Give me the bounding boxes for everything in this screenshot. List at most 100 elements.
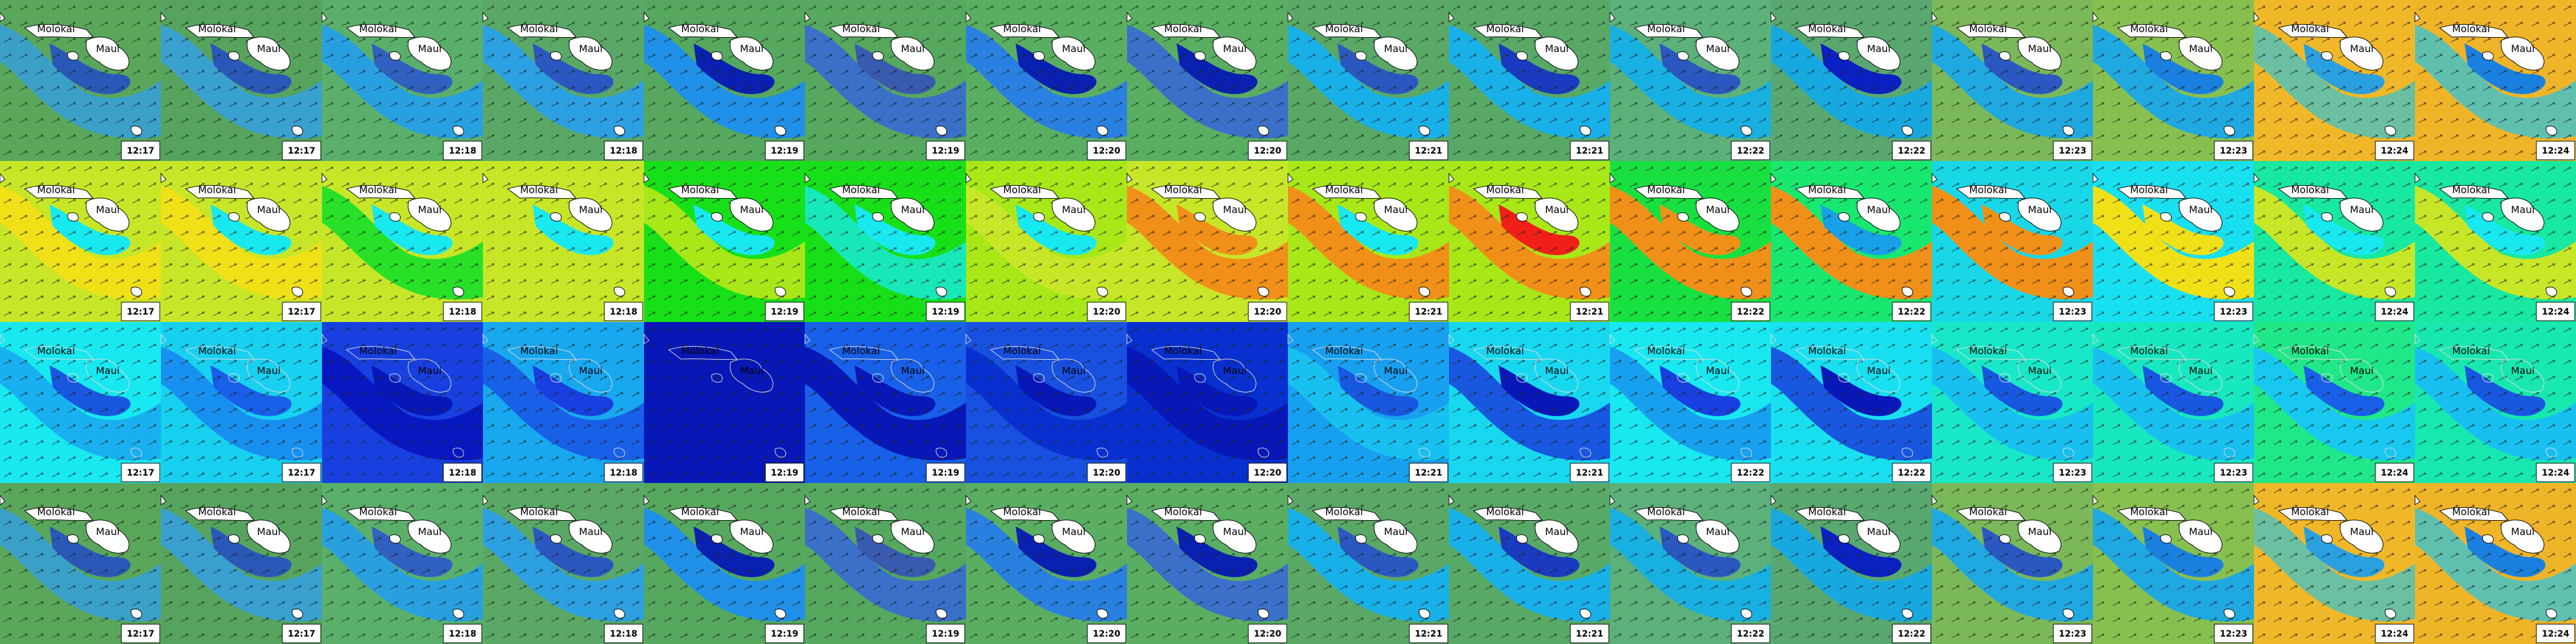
wind-arrows: [1932, 161, 2093, 322]
wind-arrows: [0, 322, 161, 483]
island-shape: [872, 51, 884, 61]
island-shape: [407, 520, 451, 554]
island-shape: [1097, 608, 1108, 619]
island-shape: [890, 520, 934, 554]
time-label: 12:23: [2220, 629, 2248, 639]
island-label: Molokai: [1808, 184, 1846, 196]
time-label: 12:19: [932, 629, 960, 639]
wind-arrows: [1288, 161, 1449, 322]
island-shape: [2253, 172, 2260, 183]
island-shape: [1051, 198, 1095, 232]
time-label: 12:20: [1093, 146, 1121, 156]
time-label: 12:21: [1576, 307, 1604, 317]
map-tile: Molokai Maui 12:22: [1770, 322, 1932, 483]
island-shape: [321, 11, 328, 22]
island-label: Maui: [2028, 43, 2052, 54]
island-shape: [1838, 212, 1850, 222]
island-label: Molokai: [1647, 345, 1685, 357]
island-shape: [668, 346, 738, 360]
island-shape: [1795, 24, 1865, 38]
island-shape: [2253, 494, 2260, 505]
island-shape: [1695, 359, 1739, 393]
island-shape: [1258, 286, 1269, 297]
map-tile: Molokai Maui 12:18: [321, 0, 483, 161]
island-shape: [829, 24, 899, 38]
time-box: [1087, 463, 1126, 482]
time-label: 12:21: [1576, 146, 1604, 156]
island-shape: [1770, 11, 1777, 22]
island-label: Molokai: [1808, 23, 1846, 35]
time-box: [2053, 141, 2092, 160]
island-label: Maui: [257, 43, 281, 54]
island-shape: [185, 185, 255, 199]
time-label: 12:22: [1898, 307, 1926, 317]
island-shape: [160, 11, 167, 22]
island-shape: [1741, 125, 1752, 136]
island-shape: [1741, 608, 1752, 619]
island-shape: [2017, 198, 2061, 232]
island-shape: [2321, 212, 2333, 222]
wind-arrows: [483, 322, 644, 483]
island-shape: [2339, 37, 2383, 71]
wind-arrows: [1288, 483, 1449, 644]
wind-arrows: [2093, 483, 2254, 644]
island-shape: [890, 359, 934, 393]
island-shape: [1258, 608, 1269, 619]
island-shape: [1609, 172, 1616, 183]
island-label: Maui: [2189, 43, 2213, 54]
wind-arrows: [2254, 161, 2415, 322]
island-shape: [2160, 212, 2172, 222]
island-shape: [990, 24, 1060, 38]
map-tile: Molokai Maui 12:19: [804, 322, 966, 483]
island-shape: [2178, 520, 2222, 554]
island-label: Maui: [740, 365, 764, 376]
island-shape: [228, 51, 240, 61]
wind-arrows: [1449, 161, 1610, 322]
time-box: [2214, 624, 2253, 643]
island-label: Maui: [901, 43, 925, 54]
island-shape: [346, 185, 416, 199]
time-box: [1731, 463, 1770, 482]
map-tile: Molokai Maui 12:24: [2414, 483, 2576, 644]
island-shape: [1902, 125, 1913, 136]
island-shape: [389, 373, 401, 383]
island-shape: [2092, 494, 2099, 505]
island-label: Molokai: [359, 184, 397, 196]
island-shape: [2439, 507, 2509, 521]
island-label: Maui: [2028, 365, 2052, 376]
time-label: 12:19: [771, 146, 799, 156]
time-label: 12:21: [1415, 468, 1443, 478]
island-shape: [2178, 37, 2222, 71]
island-shape: [804, 333, 811, 344]
island-shape: [160, 333, 167, 344]
wind-arrows: [322, 322, 483, 483]
island-label: Molokai: [2452, 184, 2490, 196]
island-label: Molokai: [2291, 23, 2329, 35]
map-tile: Molokai Maui 12:21: [1448, 161, 1610, 322]
time-label: 12:22: [1737, 307, 1765, 317]
time-box: [765, 141, 804, 160]
island-shape: [936, 286, 947, 297]
map-tile: Molokai Maui 12:18: [321, 161, 483, 322]
time-label: 12:19: [771, 307, 799, 317]
island-label: Maui: [1545, 526, 1569, 537]
time-label: 12:21: [1415, 629, 1443, 639]
time-label: 12:24: [2381, 307, 2409, 317]
island-shape: [1212, 359, 1256, 393]
time-box: [926, 141, 965, 160]
time-box: [2536, 302, 2575, 321]
island-label: Maui: [2511, 365, 2535, 376]
island-shape: [292, 125, 303, 136]
time-label: 12:18: [610, 629, 638, 639]
time-box: [1892, 141, 1931, 160]
wind-arrows: [322, 0, 483, 161]
wind-arrows: [644, 322, 805, 483]
island-shape: [1312, 24, 1382, 38]
island-label: Maui: [257, 365, 281, 376]
map-tile: Molokai Maui 12:21: [1287, 161, 1449, 322]
island-shape: [614, 286, 625, 297]
time-label: 12:23: [2059, 468, 2087, 478]
map-tile: Molokai Maui 12:18: [321, 322, 483, 483]
time-box: [926, 463, 965, 482]
map-tile: Molokai Maui 12:17: [0, 483, 161, 644]
